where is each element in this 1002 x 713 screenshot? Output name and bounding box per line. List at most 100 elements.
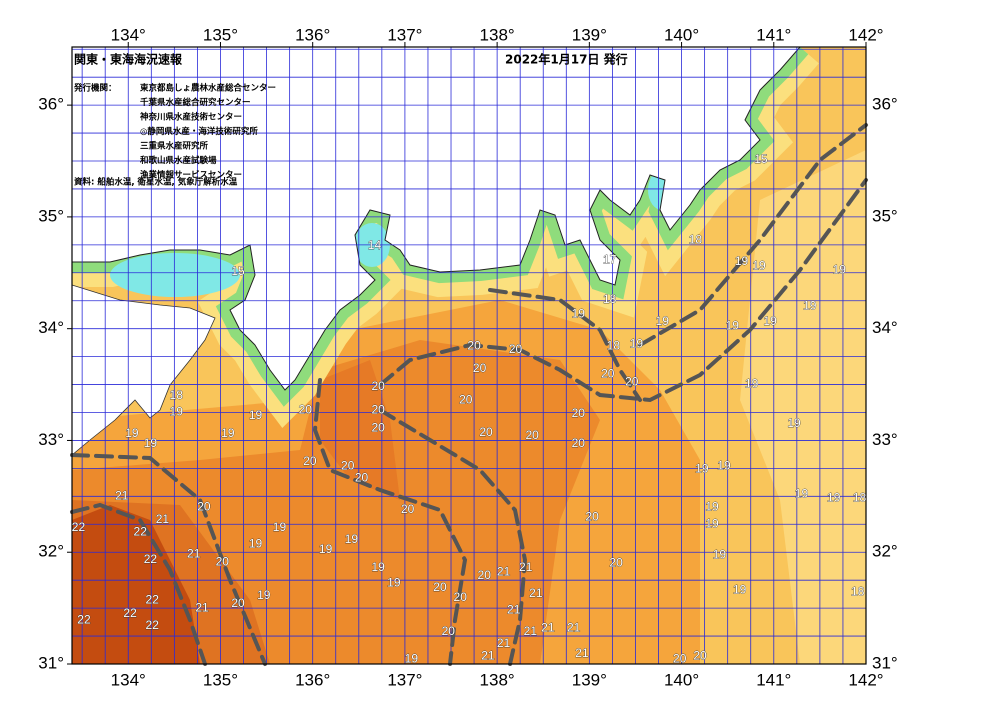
lon-tick-label: 139° bbox=[572, 670, 607, 689]
contour-label: 22 bbox=[123, 606, 137, 620]
contour-label: 19 bbox=[735, 254, 749, 268]
lon-tick-label: 141° bbox=[756, 25, 791, 44]
contour-label: 19 bbox=[257, 588, 271, 602]
contour-label: 21 bbox=[541, 620, 555, 634]
contour-label: 19 bbox=[144, 436, 158, 450]
contour-label: 20 bbox=[609, 556, 623, 570]
contour-label: 22 bbox=[134, 524, 148, 538]
contour-label: 19 bbox=[795, 486, 809, 500]
lat-tick-label: 35° bbox=[872, 206, 898, 225]
lat-tick-label: 31° bbox=[872, 653, 898, 672]
contour-label: 19 bbox=[733, 582, 747, 596]
lon-tick-label: 138° bbox=[480, 25, 515, 44]
issuer-name: 神奈川県水産技術センター bbox=[140, 112, 242, 123]
contour-labels: 20 20 20 20 20 20 20 20 20 20 20 20 20 20 20 20 20 20 20 20… bbox=[71, 152, 866, 666]
contour-label: 19 bbox=[345, 532, 359, 546]
contour-label: 18 bbox=[851, 585, 865, 599]
contour-label: 19 bbox=[713, 548, 727, 562]
contour-label: 19 bbox=[752, 258, 766, 272]
contour-label: 19 bbox=[405, 652, 419, 666]
lon-tick-label: 140° bbox=[664, 25, 699, 44]
issuer-list: 東京都島しょ農林水産総合センター千葉県水産総合研究センター神奈川県水産技術センタ… bbox=[140, 83, 276, 181]
contour-label: 20 bbox=[585, 510, 599, 524]
lon-tick-label: 140° bbox=[664, 670, 699, 689]
contour-label: 21 bbox=[497, 565, 511, 579]
issuer-label: 発行機関： bbox=[73, 83, 117, 94]
lon-tick-label: 136° bbox=[295, 670, 330, 689]
contour-label: 18 bbox=[607, 339, 621, 353]
contour-label: 19 bbox=[717, 458, 731, 472]
lon-tick-label: 134° bbox=[111, 25, 146, 44]
contour-label: 20 bbox=[371, 420, 385, 434]
contour-label: 20 bbox=[467, 339, 481, 353]
lat-tick-label: 36° bbox=[872, 95, 898, 114]
contour-label: 19 bbox=[249, 408, 263, 422]
contour-label: 18 bbox=[170, 388, 184, 402]
contour-label: 19 bbox=[170, 405, 184, 419]
contour-label: 20 bbox=[473, 361, 487, 375]
contour-label: 20 bbox=[299, 402, 313, 416]
current-axes bbox=[70, 123, 868, 666]
lat-tick-label: 34° bbox=[872, 318, 898, 337]
contour-label: 20 bbox=[197, 500, 211, 514]
contour-label: 20 bbox=[525, 428, 539, 442]
contour-label: 20 bbox=[478, 568, 492, 582]
issuer-name: 漁業情報サービスセンター bbox=[140, 170, 242, 181]
contour-label: 21 bbox=[187, 547, 201, 561]
bay bbox=[110, 253, 240, 297]
issuer-name: 千葉県水産総合研究センター bbox=[140, 97, 251, 108]
contour-label: 21 bbox=[115, 489, 129, 503]
contour-label: 20 bbox=[454, 590, 468, 604]
contour-label: 19 bbox=[695, 462, 709, 476]
lat-tick-label: 33° bbox=[38, 430, 64, 449]
lon-tick-label: 136° bbox=[295, 25, 330, 44]
contour-label: 19 bbox=[726, 319, 740, 333]
map-frame bbox=[71, 46, 867, 665]
contour-label: 19 bbox=[827, 491, 841, 505]
current-line bbox=[488, 288, 642, 402]
contour-label: 21 bbox=[529, 586, 543, 600]
contour-label: 21 bbox=[481, 648, 495, 662]
contour-label: 19 bbox=[273, 520, 287, 534]
contour-label: 20 bbox=[231, 596, 245, 610]
contour-label: 19 bbox=[705, 500, 719, 514]
lon-tick-label: 135° bbox=[203, 670, 238, 689]
contour-label: 22 bbox=[144, 552, 158, 566]
contour-label: 19 bbox=[630, 336, 644, 350]
contour-label: 15 bbox=[231, 264, 245, 278]
contour-label: 20 bbox=[433, 580, 447, 594]
contour-label: 21 bbox=[507, 603, 521, 617]
lat-tick-label: 31° bbox=[38, 653, 64, 672]
issue-date: 2022年1月17日 発行 bbox=[505, 52, 628, 67]
contour-label: 17 bbox=[603, 253, 617, 267]
lon-tick-label: 142° bbox=[848, 25, 883, 44]
map-title: 関東・東海海況速報 bbox=[74, 52, 183, 67]
contour-label: 19 bbox=[125, 426, 139, 440]
contour-label: 22 bbox=[146, 618, 160, 632]
contour-label: 20 bbox=[459, 392, 473, 406]
contour-label: 19 bbox=[387, 576, 401, 590]
lon-tick-label: 135° bbox=[203, 25, 238, 44]
lon-tick-label: 138° bbox=[480, 670, 515, 689]
lat-tick-label: 32° bbox=[38, 542, 64, 561]
current-line bbox=[70, 453, 267, 666]
contour-label: 19 bbox=[249, 537, 263, 551]
sea-zone bbox=[740, 150, 866, 664]
current-line bbox=[378, 178, 868, 403]
contour-label: 21 bbox=[195, 600, 209, 614]
contour-label: 20 bbox=[371, 379, 385, 393]
sea-zone bbox=[320, 360, 400, 500]
coastline bbox=[71, 46, 867, 665]
contour-label: 20 bbox=[572, 406, 586, 420]
lat-tick-label: 34° bbox=[38, 318, 64, 337]
contour-label: 21 bbox=[567, 620, 581, 634]
grid bbox=[67, 42, 867, 665]
lon-tick-label: 139° bbox=[572, 25, 607, 44]
contour-label: 20 bbox=[371, 402, 385, 416]
contour-label: 20 bbox=[572, 436, 586, 450]
contour-label: 19 bbox=[221, 426, 235, 440]
lat-tick-label: 36° bbox=[38, 95, 64, 114]
contour-label: 19 bbox=[787, 416, 801, 430]
contour-label: 14 bbox=[368, 238, 382, 252]
